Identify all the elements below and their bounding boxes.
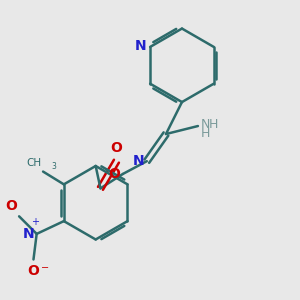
Text: O: O	[110, 141, 122, 155]
Text: H: H	[200, 127, 210, 140]
Text: −: −	[41, 263, 50, 273]
Text: O: O	[28, 264, 39, 278]
Text: N: N	[133, 154, 144, 168]
Text: N: N	[134, 39, 146, 53]
Text: CH: CH	[26, 158, 41, 168]
Text: +: +	[32, 217, 39, 227]
Text: N: N	[200, 118, 210, 131]
Text: N: N	[22, 227, 34, 241]
Text: O: O	[6, 199, 17, 213]
Text: 3: 3	[52, 162, 57, 171]
Text: O: O	[108, 167, 120, 181]
Text: H: H	[208, 118, 218, 131]
